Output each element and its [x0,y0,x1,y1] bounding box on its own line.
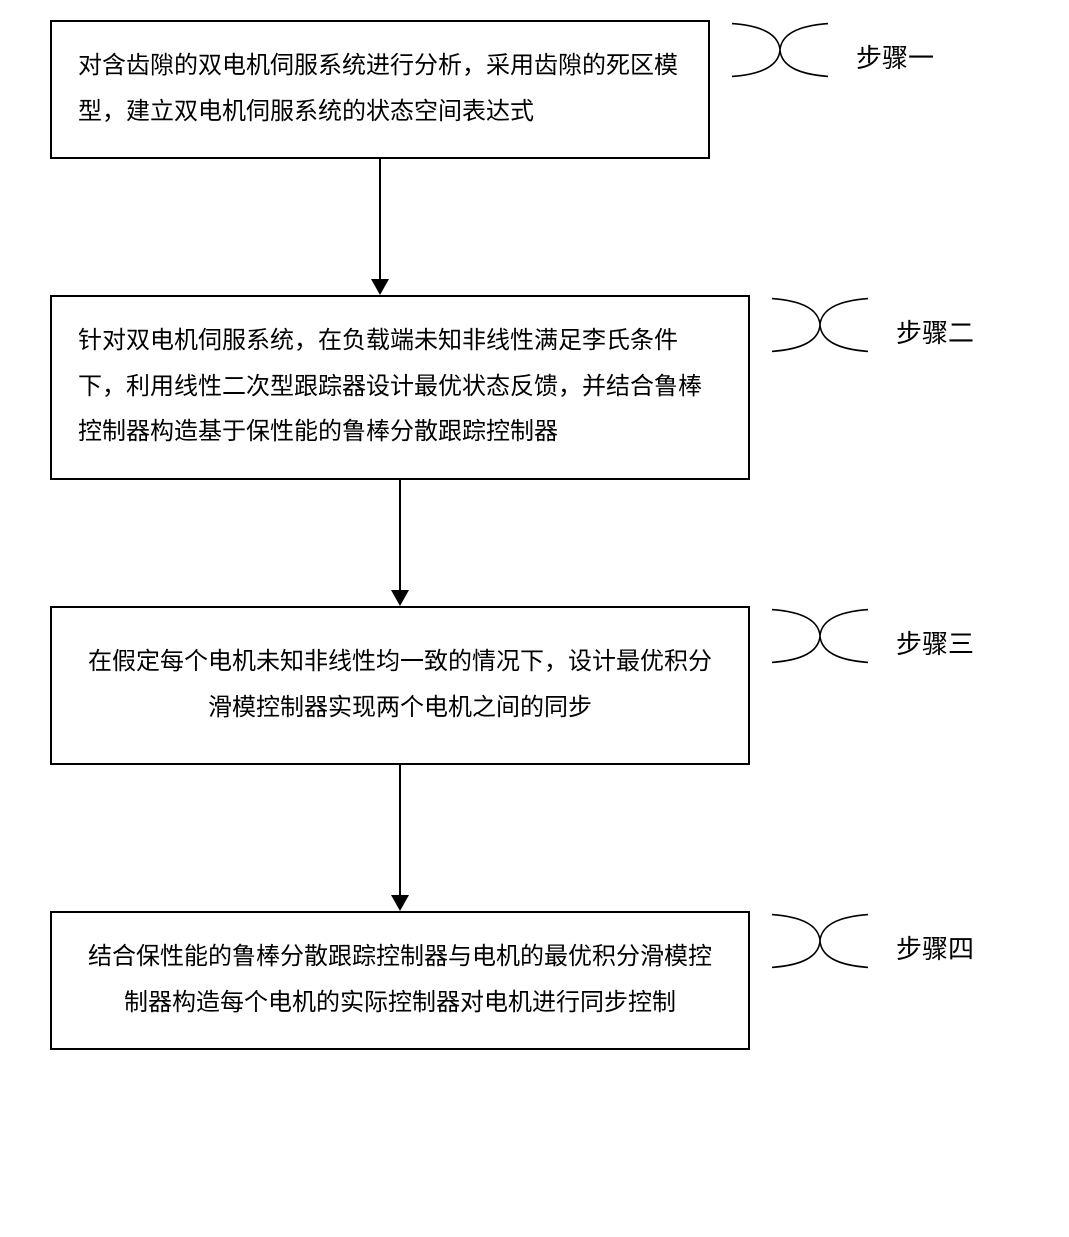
connector-1 [50,159,710,295]
flowchart: 对含齿隙的双电机伺服系统进行分析，采用齿隙的死区模型，建立双电机伺服系统的状态空… [20,20,1049,1050]
arrow-line [379,159,381,279]
step-box-4: 结合保性能的鲁棒分散跟踪控制器与电机的最优积分滑模控制器构造每个电机的实际控制器… [50,911,750,1050]
step-row-3: 在假定每个电机未知非线性均一致的情况下，设计最优积分滑模控制器实现两个电机之间的… [20,606,1049,765]
step-row-2: 针对双电机伺服系统，在负载端未知非线性满足李氏条件下，利用线性二次型跟踪器设计最… [20,295,1049,480]
step-box-1: 对含齿隙的双电机伺服系统进行分析，采用齿隙的死区模型，建立双电机伺服系统的状态空… [50,20,710,159]
step-label-2: 步骤二 [896,299,974,350]
arrow-head-icon [391,895,409,911]
arrow-line [399,765,401,895]
step-box-2: 针对双电机伺服系统，在负载端未知非线性满足李氏条件下，利用线性二次型跟踪器设计最… [50,295,750,480]
brace-icon [770,913,870,970]
arrow-head-icon [371,279,389,295]
brace-icon [730,21,830,78]
arrow-line [399,480,401,590]
step-label-wrap-4: 步骤四 [770,911,974,967]
step-row-4: 结合保性能的鲁棒分散跟踪控制器与电机的最优积分滑模控制器构造每个电机的实际控制器… [20,911,1049,1050]
step-text-2: 针对双电机伺服系统，在负载端未知非线性满足李氏条件下，利用线性二次型跟踪器设计最… [78,328,702,445]
step-label-1: 步骤一 [856,24,934,75]
step-label-4: 步骤四 [896,915,974,966]
step-text-4: 结合保性能的鲁棒分散跟踪控制器与电机的最优积分滑模控制器构造每个电机的实际控制器… [88,944,712,1016]
step-row-1: 对含齿隙的双电机伺服系统进行分析，采用齿隙的死区模型，建立双电机伺服系统的状态空… [20,20,1049,159]
brace-icon [770,297,870,354]
arrow-head-icon [391,590,409,606]
step-text-3: 在假定每个电机未知非线性均一致的情况下，设计最优积分滑模控制器实现两个电机之间的… [88,649,712,721]
step-box-3: 在假定每个电机未知非线性均一致的情况下，设计最优积分滑模控制器实现两个电机之间的… [50,606,750,765]
step-label-wrap-2: 步骤二 [770,295,974,351]
brace-icon [770,607,870,664]
connector-3 [50,765,750,911]
connector-2 [50,480,750,606]
step-label-wrap-1: 步骤一 [730,20,934,76]
step-label-3: 步骤三 [896,610,974,661]
step-label-wrap-3: 步骤三 [770,606,974,662]
step-text-1: 对含齿隙的双电机伺服系统进行分析，采用齿隙的死区模型，建立双电机伺服系统的状态空… [78,53,678,125]
